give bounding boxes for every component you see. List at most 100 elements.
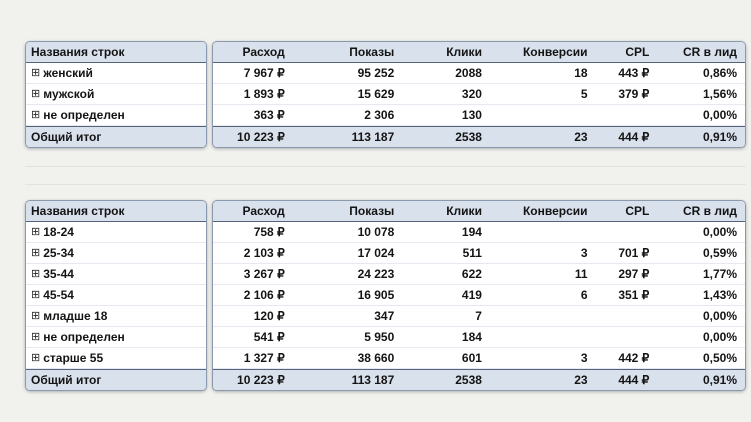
value-cell[interactable]: 442 ₽ (618, 351, 650, 365)
expand-icon[interactable]: ⊞ (31, 309, 41, 322)
value-cell[interactable]: 5 (580, 87, 588, 101)
total-label-cell[interactable]: Общий итог (31, 130, 102, 144)
value-cell[interactable]: 541 ₽ (253, 330, 285, 344)
value-cell[interactable]: 194 (461, 225, 482, 239)
column-header[interactable]: Конверсии (522, 204, 588, 218)
value-cell[interactable]: 2088 (455, 66, 482, 80)
value-cell[interactable]: 351 ₽ (618, 288, 650, 302)
row-label-cell[interactable]: ⊞ 18-24 (26, 225, 206, 239)
value-cell[interactable]: 18 (574, 66, 588, 80)
column-header[interactable]: Клики (446, 204, 482, 218)
row-labels-header[interactable]: Названия строк (31, 45, 125, 59)
value-cell[interactable]: 1 327 ₽ (243, 351, 285, 365)
expand-icon[interactable]: ⊞ (31, 288, 41, 301)
value-cell[interactable]: 1,77% (702, 267, 737, 281)
expand-icon[interactable]: ⊞ (31, 351, 41, 364)
value-cell[interactable]: 419 (461, 288, 482, 302)
expand-icon[interactable]: ⊞ (31, 108, 41, 121)
value-cell[interactable]: 363 ₽ (253, 108, 285, 122)
value-cell[interactable]: 17 024 (357, 246, 395, 260)
total-value-cell[interactable]: 10 223 ₽ (237, 373, 285, 387)
value-cell[interactable]: 15 629 (357, 87, 395, 101)
row-label-cell[interactable]: ⊞ старше 55 (26, 351, 206, 365)
value-cell[interactable]: 0,00% (702, 108, 737, 122)
total-value-cell[interactable]: 444 ₽ (618, 373, 650, 387)
value-cell[interactable]: 701 ₽ (618, 246, 650, 260)
value-cell[interactable]: 7 (475, 309, 482, 323)
value-cell[interactable]: 2 306 (364, 108, 395, 122)
total-value-cell[interactable]: 0,91% (702, 130, 737, 144)
value-cell[interactable]: 1,56% (702, 87, 737, 101)
value-cell[interactable]: 3 (580, 246, 588, 260)
value-cell[interactable]: 5 950 (364, 330, 395, 344)
row-label-cell[interactable]: ⊞ не определен (26, 330, 206, 344)
column-header[interactable]: CPL (625, 204, 650, 218)
value-cell[interactable]: 379 ₽ (618, 87, 650, 101)
total-value-cell[interactable]: 10 223 ₽ (237, 130, 285, 144)
column-header[interactable]: CPL (625, 45, 650, 59)
column-header[interactable]: Показы (349, 45, 395, 59)
value-cell[interactable]: 0,00% (702, 309, 737, 323)
value-cell[interactable]: 0,00% (702, 225, 737, 239)
value-cell[interactable]: 2 103 ₽ (243, 246, 285, 260)
value-cell[interactable]: 1,43% (702, 288, 737, 302)
column-header[interactable]: Конверсии (522, 45, 588, 59)
total-value-cell[interactable]: 113 187 (351, 130, 395, 144)
total-value-cell[interactable]: 0,91% (702, 373, 737, 387)
value-cell[interactable]: 0,86% (702, 66, 737, 80)
total-value-cell[interactable]: 2538 (455, 130, 482, 144)
row-label-cell[interactable]: ⊞ 35-44 (26, 267, 206, 281)
expand-icon[interactable]: ⊞ (31, 330, 41, 343)
value-cell[interactable]: 38 660 (357, 351, 395, 365)
value-cell[interactable]: 16 905 (357, 288, 395, 302)
value-cell[interactable]: 297 ₽ (618, 267, 650, 281)
value-cell[interactable]: 10 078 (357, 225, 395, 239)
value-cell[interactable]: 184 (461, 330, 482, 344)
column-header[interactable]: Клики (446, 45, 482, 59)
total-value-cell[interactable]: 2538 (455, 373, 482, 387)
total-value-cell[interactable]: 23 (574, 130, 588, 144)
column-header[interactable]: Расход (242, 204, 285, 218)
row-label-cell[interactable]: ⊞ женский (26, 66, 206, 80)
value-cell[interactable]: 95 252 (357, 66, 395, 80)
value-cell[interactable]: 758 ₽ (253, 225, 285, 239)
value-cell[interactable]: 347 (374, 309, 395, 323)
expand-icon[interactable]: ⊞ (31, 267, 41, 280)
expand-icon[interactable]: ⊞ (31, 66, 41, 79)
column-header[interactable]: CR в лид (683, 204, 737, 218)
expand-icon[interactable]: ⊞ (31, 87, 41, 100)
value-cell[interactable]: 3 267 ₽ (243, 267, 285, 281)
value-cell[interactable]: 1 893 ₽ (243, 87, 285, 101)
column-header[interactable]: Расход (242, 45, 285, 59)
value-cell[interactable]: 320 (461, 87, 482, 101)
row-labels-header[interactable]: Названия строк (31, 204, 125, 218)
value-cell[interactable]: 0,00% (702, 330, 737, 344)
value-cell[interactable]: 511 (462, 246, 482, 260)
total-value-cell[interactable]: 444 ₽ (618, 130, 650, 144)
value-cell[interactable]: 7 967 ₽ (243, 66, 285, 80)
value-cell[interactable]: 120 ₽ (253, 309, 285, 323)
column-header[interactable]: CR в лид (683, 45, 737, 59)
total-label-cell[interactable]: Общий итог (31, 373, 102, 387)
expand-icon[interactable]: ⊞ (31, 225, 41, 238)
value-cell[interactable]: 601 (461, 351, 482, 365)
value-cell[interactable]: 622 (461, 267, 482, 281)
value-cell[interactable]: 6 (580, 288, 588, 302)
value-cell[interactable]: 3 (580, 351, 588, 365)
row-label-cell[interactable]: ⊞ младше 18 (26, 309, 206, 323)
row-label-cell[interactable]: ⊞ 45-54 (26, 288, 206, 302)
value-cell[interactable]: 2 106 ₽ (243, 288, 285, 302)
total-value-cell[interactable]: 113 187 (351, 373, 395, 387)
value-cell[interactable]: 443 ₽ (618, 66, 650, 80)
value-cell[interactable]: 0,50% (702, 351, 737, 365)
value-cell[interactable]: 130 (461, 108, 482, 122)
row-label-cell[interactable]: ⊞ мужской (26, 87, 206, 101)
value-cell[interactable]: 11 (574, 267, 588, 281)
value-cell[interactable]: 0,59% (702, 246, 737, 260)
row-label-cell[interactable]: ⊞ не определен (26, 108, 206, 122)
expand-icon[interactable]: ⊞ (31, 246, 41, 259)
row-label-cell[interactable]: ⊞ 25-34 (26, 246, 206, 260)
value-cell[interactable]: 24 223 (357, 267, 395, 281)
total-value-cell[interactable]: 23 (574, 373, 588, 387)
column-header[interactable]: Показы (349, 204, 395, 218)
